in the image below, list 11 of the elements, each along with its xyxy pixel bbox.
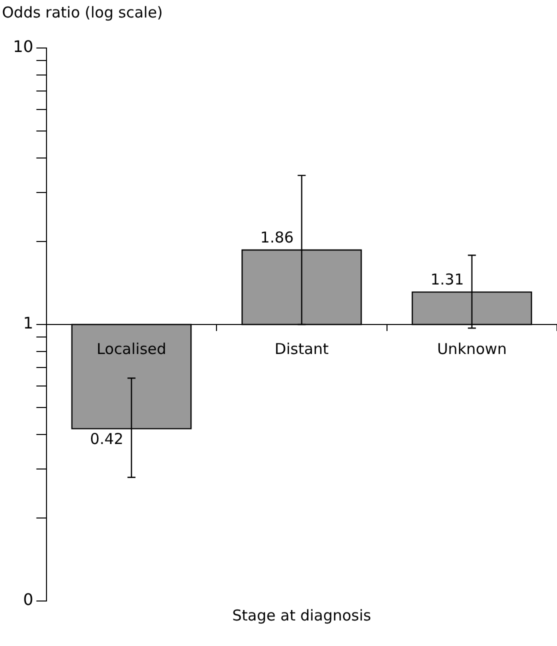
x-axis-title: Stage at diagnosis [232, 606, 372, 624]
y-tick-label: 0 [23, 590, 34, 610]
data-label: 0.42 [90, 430, 124, 448]
data-label: 1.86 [260, 228, 294, 246]
y-axis-title: Odds ratio (log scale) [2, 3, 163, 22]
x-tick-label: Localised [96, 340, 166, 358]
y-tick-label: 1 [23, 314, 34, 333]
x-tick-label: Distant [274, 340, 329, 358]
y-tick-label: 10 [13, 37, 34, 56]
x-tick-label: Unknown [437, 340, 507, 358]
data-label: 1.31 [430, 270, 464, 288]
